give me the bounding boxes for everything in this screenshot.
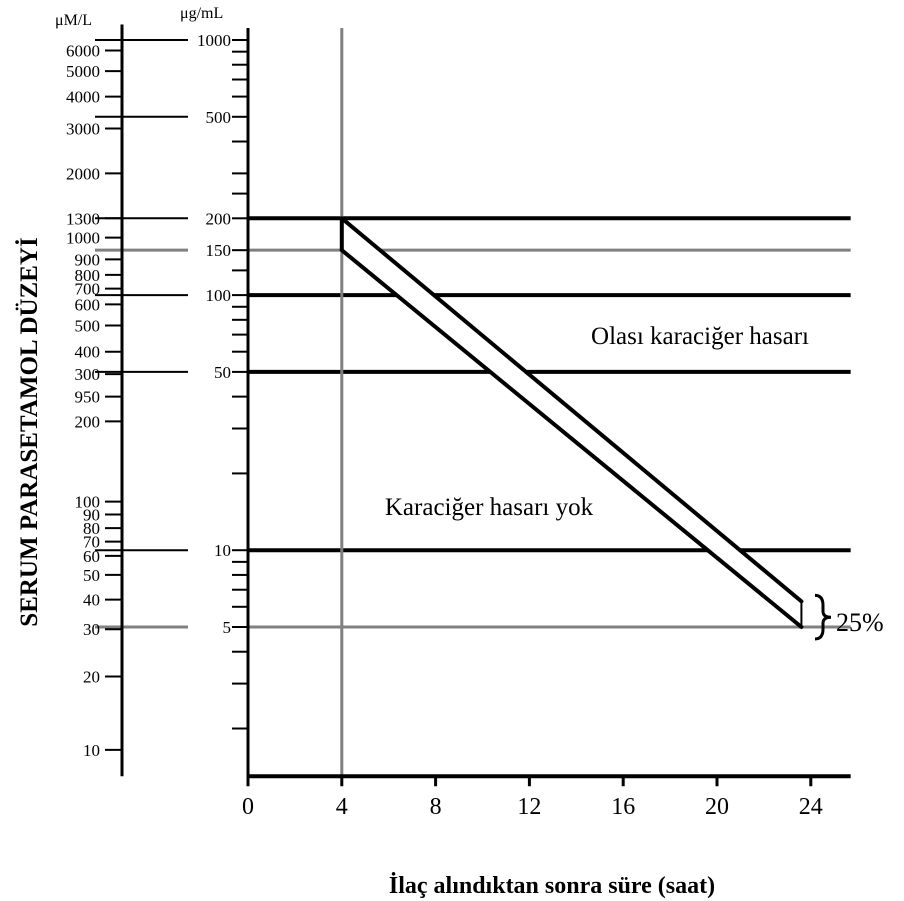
um-tick-label-50: 50 xyxy=(83,566,100,585)
um-tick-label-1000: 1000 xyxy=(66,229,100,248)
um-tick-label-30: 30 xyxy=(83,620,100,639)
x-tick-label-24: 24 xyxy=(799,794,823,820)
um-tick-label-800: 800 xyxy=(75,266,101,285)
tick-labels: 1000500200150100501056000500040003000200… xyxy=(66,31,823,820)
um-tick-label-300: 300 xyxy=(75,365,101,384)
x-axis-title: İlaç alındıktan sonra süre (saat) xyxy=(389,873,715,899)
treatment-band xyxy=(339,216,804,629)
um-tick-label-2000: 2000 xyxy=(66,164,100,183)
ug-tick-label-500: 500 xyxy=(206,108,232,127)
annotation-possible-damage: Olası karaciğer hasarı xyxy=(591,323,809,350)
um-tick-label-700: 700 xyxy=(75,280,101,299)
um-tick-label-950: 950 xyxy=(75,388,101,407)
um-tick-label-100: 100 xyxy=(75,493,101,512)
um-tick-label-200: 200 xyxy=(75,412,101,431)
um-tick-label-40: 40 xyxy=(83,591,100,610)
um-tick-label-90: 90 xyxy=(83,506,100,525)
ug-tick-label-1000: 1000 xyxy=(197,31,231,50)
um-tick-label-1300: 1300 xyxy=(66,209,100,228)
x-tick-label-0: 0 xyxy=(242,794,254,820)
x-tick-label-16: 16 xyxy=(611,794,635,820)
um-tick-label-70: 70 xyxy=(83,533,100,552)
um-tick-label-10: 10 xyxy=(83,741,100,760)
ug-tick-label-200: 200 xyxy=(206,209,232,228)
um-tick-label-500: 500 xyxy=(75,317,101,336)
x-tick-label-4: 4 xyxy=(336,794,348,820)
um-tick-label-900: 900 xyxy=(75,250,101,269)
axes xyxy=(120,24,851,779)
brace-path xyxy=(814,593,832,641)
band-fill xyxy=(341,218,802,627)
x-tick-label-8: 8 xyxy=(430,794,442,820)
um-tick-label-600: 600 xyxy=(75,295,101,314)
um-tick-label-20: 20 xyxy=(83,667,100,686)
reference-lines xyxy=(95,39,851,629)
annotation-no-damage: Karaciğer hasarı yok xyxy=(385,494,594,521)
upper-treatment-line xyxy=(339,216,804,604)
ug-tick-label-100: 100 xyxy=(206,286,232,305)
um-tick-label-80: 80 xyxy=(83,519,100,538)
ug-tick-label-50: 50 xyxy=(214,363,231,382)
um-tick-label-400: 400 xyxy=(75,343,101,362)
um-tick-label-60: 60 xyxy=(83,547,100,566)
ug-tick-label-150: 150 xyxy=(206,241,232,260)
um-tick-label-6000: 6000 xyxy=(66,41,100,60)
y-axis-title: SERUM PARASETAMOL DÜZEYİ xyxy=(15,237,43,626)
ug-tick-label-10: 10 xyxy=(214,541,231,560)
um-tick-label-5000: 5000 xyxy=(66,62,100,81)
percent-brace xyxy=(814,593,832,641)
brace-percent-label: 25% xyxy=(836,608,884,637)
x-tick-label-20: 20 xyxy=(705,794,729,820)
um-tick-label-4000: 4000 xyxy=(66,88,100,107)
um-tick-label-3000: 3000 xyxy=(66,119,100,138)
x-tick-label-12: 12 xyxy=(517,794,541,820)
left-unit-label: μM/L xyxy=(55,12,92,29)
lower-treatment-line xyxy=(339,248,804,629)
ug-tick-label-5: 5 xyxy=(223,618,232,637)
right-unit-label: μg/mL xyxy=(180,5,223,22)
